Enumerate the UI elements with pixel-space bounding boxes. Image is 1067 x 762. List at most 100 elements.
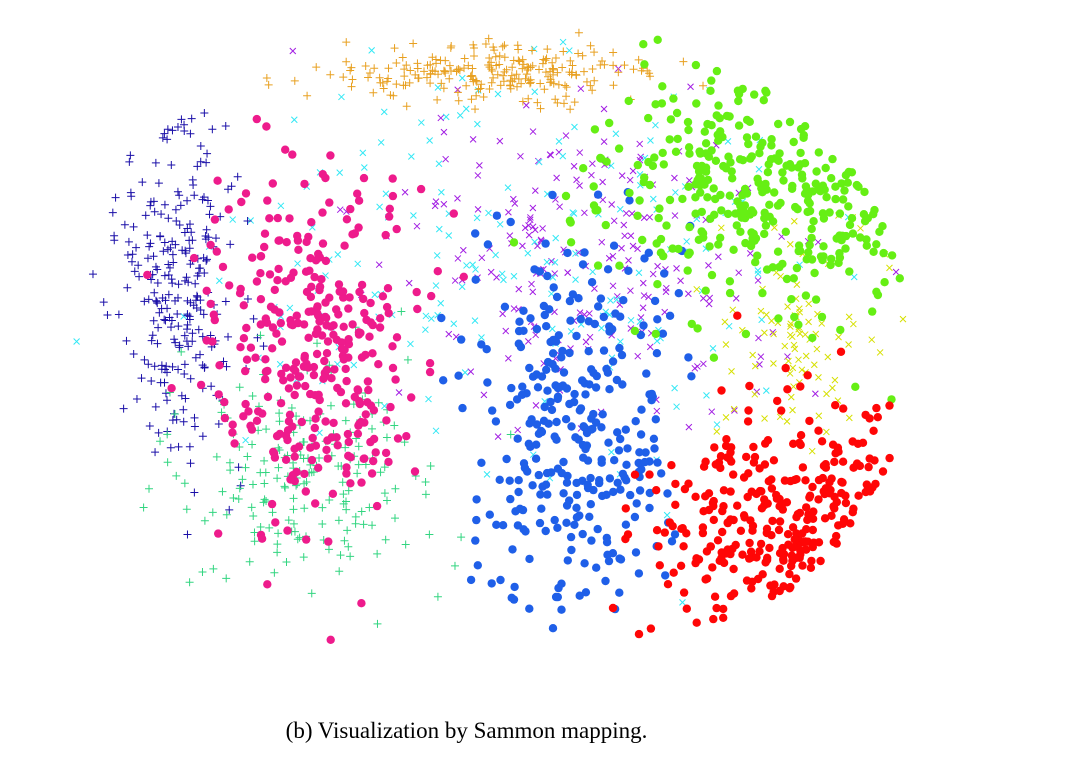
data-point (783, 418, 791, 425)
data-point (242, 436, 249, 444)
data-point (598, 238, 606, 246)
data-point (183, 310, 192, 319)
data-point (485, 510, 494, 519)
data-point (226, 240, 235, 249)
data-point (385, 212, 394, 221)
data-point (225, 458, 234, 467)
data-point (865, 487, 875, 496)
data-point (633, 211, 642, 220)
data-point (593, 190, 603, 199)
data-point (805, 318, 812, 326)
data-point (714, 136, 723, 145)
data-point (640, 173, 649, 182)
data-point (632, 499, 641, 508)
data-point (184, 342, 193, 351)
data-point (471, 105, 480, 114)
data-point (467, 368, 475, 375)
data-point (200, 109, 209, 118)
data-point (380, 108, 388, 116)
data-point (687, 83, 694, 91)
data-point (599, 312, 608, 322)
data-point (805, 206, 815, 216)
data-point (470, 52, 478, 61)
data-point (567, 422, 576, 431)
data-point (640, 214, 648, 222)
data-point (435, 225, 443, 233)
data-point (609, 282, 617, 290)
data-point (774, 525, 784, 535)
data-point (380, 463, 389, 472)
data-point (230, 439, 239, 448)
data-point (767, 135, 776, 144)
data-point (646, 213, 654, 221)
data-point (522, 101, 530, 109)
data-point (376, 314, 385, 323)
data-point (234, 463, 243, 472)
data-point (708, 563, 717, 572)
data-point (294, 260, 301, 267)
data-point (543, 258, 551, 266)
data-point (321, 256, 331, 266)
data-point (775, 262, 784, 272)
data-point (342, 505, 351, 514)
data-point (752, 489, 761, 499)
data-point (514, 45, 523, 54)
data-point (327, 374, 336, 383)
data-point (167, 323, 176, 332)
data-point (309, 370, 319, 380)
data-point (558, 63, 567, 72)
data-point (442, 113, 450, 121)
data-point (777, 272, 784, 280)
data-point (651, 329, 660, 339)
data-point (439, 376, 448, 385)
data-point (463, 262, 470, 269)
data-point (808, 514, 818, 523)
data-point (588, 171, 595, 179)
data-point (499, 310, 506, 318)
data-point (163, 368, 172, 377)
data-point (684, 143, 694, 152)
data-point (620, 61, 629, 70)
data-point (447, 66, 456, 75)
data-point (710, 443, 719, 452)
data-point (553, 392, 563, 401)
data-point (360, 164, 368, 171)
data-point (531, 226, 539, 234)
data-point (571, 433, 580, 442)
data-point (878, 222, 887, 231)
data-point (477, 340, 486, 349)
data-point (535, 158, 543, 166)
data-point (476, 162, 483, 169)
data-point (631, 548, 641, 557)
data-point (274, 264, 283, 274)
data-point (802, 503, 811, 512)
data-point (384, 64, 393, 73)
data-point (168, 250, 177, 259)
data-point (692, 99, 701, 108)
data-point (528, 280, 535, 288)
data-point (706, 86, 715, 96)
data-point (588, 424, 597, 434)
data-point (864, 462, 873, 472)
data-point (566, 238, 576, 247)
data-point (621, 232, 629, 240)
data-point (354, 223, 363, 232)
data-point (551, 54, 560, 63)
data-point (831, 194, 840, 204)
data-point (566, 218, 575, 227)
data-point (485, 54, 494, 63)
data-point (244, 407, 253, 416)
data-point (700, 360, 707, 368)
data-point (674, 289, 683, 298)
data-point (635, 196, 644, 205)
data-point (598, 324, 605, 332)
data-point (566, 56, 575, 65)
data-point (111, 193, 120, 202)
data-point (473, 214, 481, 222)
data-point (861, 410, 870, 420)
data-point (368, 349, 377, 358)
data-point (657, 99, 667, 108)
data-point (562, 132, 570, 139)
data-point (775, 517, 785, 526)
data-point (502, 65, 511, 74)
